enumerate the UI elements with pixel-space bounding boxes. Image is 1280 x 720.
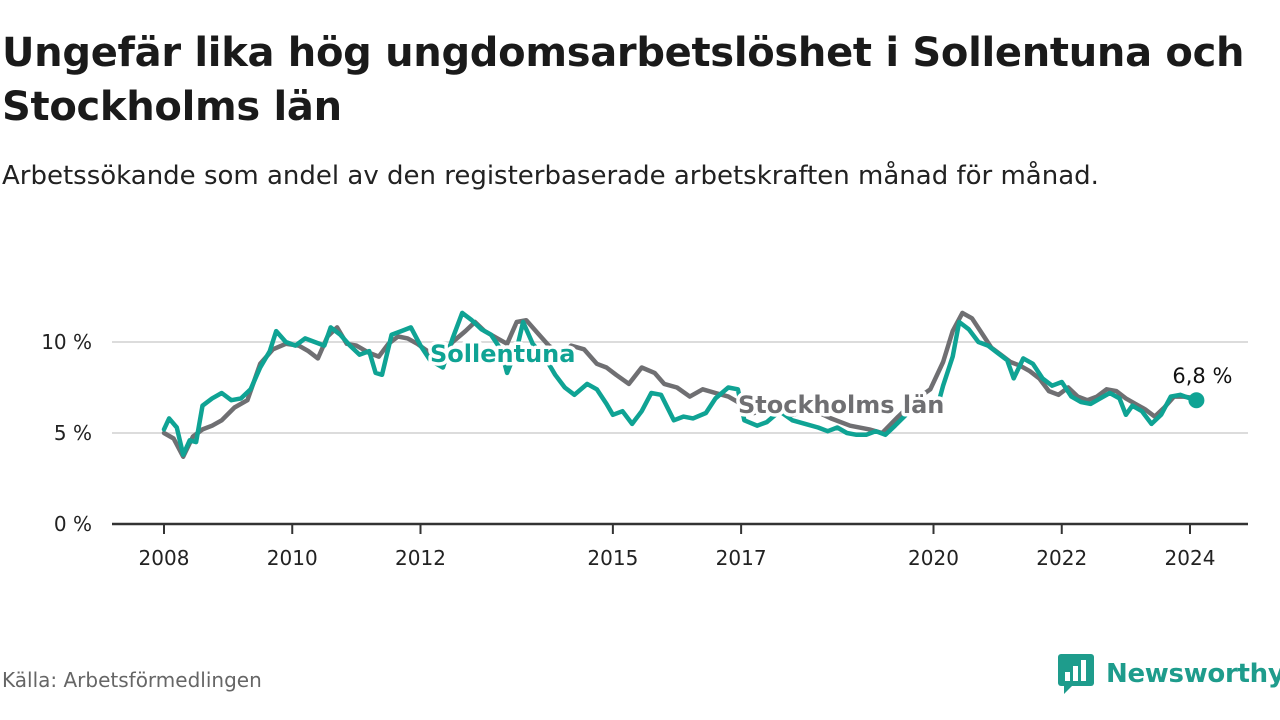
end-value-label: 6,8 % <box>1172 364 1232 388</box>
x-tick-label: 2008 <box>139 546 190 570</box>
series-lines <box>161 310 1205 459</box>
y-axis-ticks: 0 % 5 % 10 % <box>41 330 92 536</box>
x-tick-label: 2022 <box>1036 546 1087 570</box>
chart-subtitle: Arbetssökande som andel av den registerb… <box>2 161 1099 191</box>
source-note: Källa: Arbetsförmedlingen <box>2 668 262 692</box>
x-tick-label: 2020 <box>908 546 959 570</box>
newsworthy-logo: Newsworthy <box>1058 654 1280 694</box>
series-labels: Sollentuna Stockholms län 6,8 % <box>427 337 1235 423</box>
y-tick-label: 5 % <box>54 421 92 445</box>
series-label-stockholms-lan: Stockholms län <box>738 391 944 419</box>
newsworthy-logo-icon <box>1058 654 1094 694</box>
end-point-marker <box>1188 392 1205 409</box>
x-tick-label: 2015 <box>587 546 638 570</box>
chart-title: Ungefär lika hög ungdomsarbetslöshet i S… <box>2 30 1245 130</box>
x-axis: 2008 2010 2012 2015 2017 2020 2022 2024 <box>112 522 1248 570</box>
series-label-sollentuna: Sollentuna <box>430 340 575 368</box>
newsworthy-wordmark: Newsworthy <box>1106 659 1280 689</box>
x-tick-label: 2012 <box>395 546 446 570</box>
line-chart: 0 %5 %10 % 2008 2010 2012 2015 2017 2020 2022 2… <box>41 310 1248 570</box>
y-tick-label: 0 % <box>54 512 92 536</box>
x-tick-label: 2010 <box>267 546 318 570</box>
series-line-stockholms-lan <box>161 310 1199 459</box>
y-tick-label: 10 % <box>41 330 92 354</box>
series-line-sollentuna <box>161 310 1199 458</box>
x-tick-label: 2024 <box>1165 546 1216 570</box>
x-tick-label: 2017 <box>716 546 767 570</box>
